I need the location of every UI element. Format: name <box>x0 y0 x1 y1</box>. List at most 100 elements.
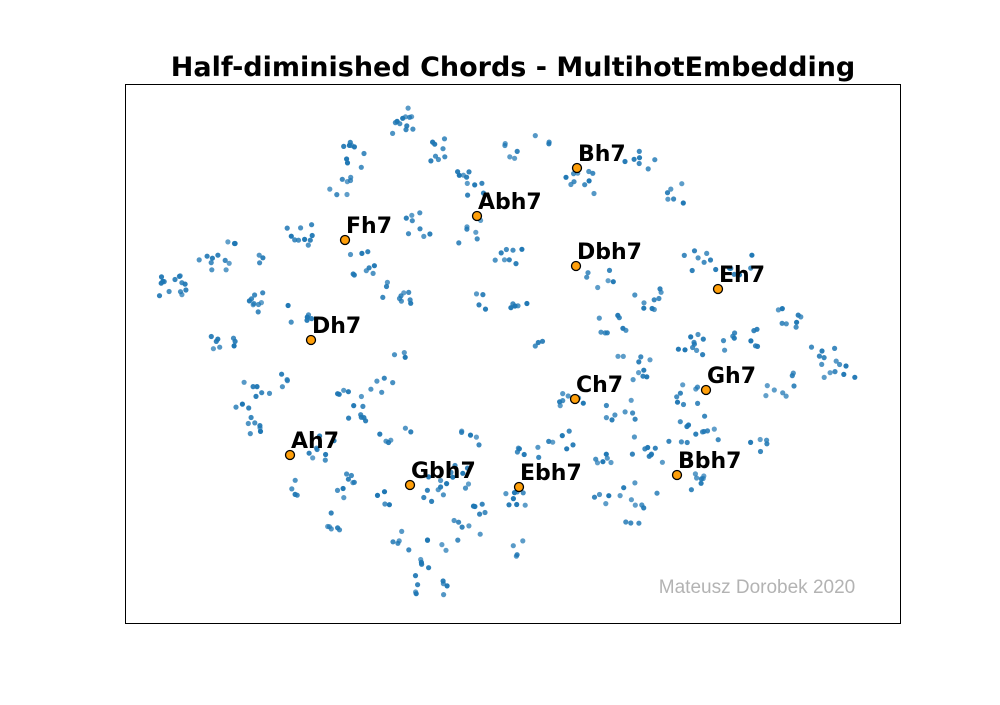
embedding-point <box>439 542 445 548</box>
embedding-point <box>631 434 638 440</box>
embedding-point <box>208 333 214 340</box>
embedding-point <box>608 459 614 466</box>
highlighted-point <box>570 260 582 272</box>
embedding-point <box>247 431 253 437</box>
embedding-point <box>610 279 616 285</box>
embedding-point <box>498 250 504 256</box>
embedding-point <box>570 442 576 448</box>
embedding-point <box>474 236 480 242</box>
embedding-point <box>292 237 298 243</box>
embedding-point <box>348 472 354 479</box>
embedding-point <box>441 136 448 142</box>
embedding-point <box>615 353 621 359</box>
embedding-point <box>612 412 618 418</box>
embedding-point <box>771 387 777 393</box>
embedding-point <box>511 490 518 496</box>
embedding-point <box>791 383 797 389</box>
embedding-point <box>520 490 526 496</box>
embedding-point <box>460 470 466 476</box>
chord-label: Dh7 <box>312 314 361 339</box>
embedding-point <box>472 182 478 188</box>
embedding-point <box>816 353 823 359</box>
embedding-point <box>702 413 708 419</box>
embedding-point <box>406 289 412 295</box>
chord-label: Ch7 <box>576 373 623 398</box>
embedding-point <box>253 393 259 399</box>
embedding-point <box>675 346 682 352</box>
embedding-point <box>582 182 588 188</box>
embedding-point <box>832 345 838 351</box>
embedding-point <box>368 386 374 392</box>
embedding-point <box>654 490 660 496</box>
embedding-point <box>651 297 657 303</box>
embedding-point <box>419 561 425 567</box>
embedding-point <box>380 294 386 300</box>
embedding-point <box>793 324 799 330</box>
embedding-point <box>225 239 231 245</box>
embedding-point <box>391 352 398 358</box>
embedding-point <box>226 260 232 266</box>
embedding-point <box>720 338 727 344</box>
embedding-point <box>464 180 470 186</box>
embedding-point <box>358 164 364 170</box>
embedding-point <box>438 477 444 484</box>
embedding-point <box>405 231 412 237</box>
embedding-point <box>417 226 423 232</box>
embedding-point <box>623 327 629 333</box>
embedding-point <box>503 246 509 253</box>
embedding-point <box>331 438 337 444</box>
embedding-point <box>606 267 613 273</box>
embedding-point <box>426 565 432 571</box>
embedding-point <box>409 114 415 120</box>
embedding-point <box>448 469 454 475</box>
embedding-point <box>621 485 627 491</box>
embedding-point <box>398 293 404 299</box>
embedding-point <box>536 454 542 460</box>
embedding-point <box>656 295 662 302</box>
embedding-point <box>751 328 757 334</box>
embedding-point <box>502 141 508 147</box>
embedding-point <box>418 556 424 563</box>
embedding-point <box>671 196 677 202</box>
embedding-point <box>674 394 680 400</box>
embedding-point <box>700 352 706 358</box>
embedding-point <box>279 371 285 377</box>
embedding-point <box>532 133 538 139</box>
embedding-point <box>827 370 833 376</box>
embedding-point <box>657 286 663 292</box>
highlighted-chord-eh7: Eh7 <box>712 263 765 295</box>
embedding-point <box>292 491 298 497</box>
embedding-point <box>351 479 357 485</box>
embedding-point <box>239 401 245 407</box>
embedding-point <box>432 141 438 147</box>
embedding-point <box>306 450 312 456</box>
embedding-point <box>585 270 591 276</box>
embedding-point <box>460 172 466 178</box>
embedding-point <box>748 338 754 344</box>
embedding-point <box>503 491 509 497</box>
embedding-point <box>535 339 541 346</box>
highlighted-point <box>305 334 317 346</box>
embedding-point <box>409 218 415 224</box>
embedding-point <box>752 343 759 349</box>
embedding-point <box>783 321 789 327</box>
embedding-point <box>365 249 371 255</box>
embedding-point <box>230 335 237 341</box>
embedding-point <box>700 336 706 342</box>
background-points-group <box>156 105 858 598</box>
embedding-point <box>521 451 527 458</box>
embedding-point <box>442 154 448 160</box>
embedding-point <box>182 281 188 287</box>
embedding-point <box>344 179 350 185</box>
embedding-point <box>722 347 728 353</box>
embedding-point <box>680 401 687 408</box>
embedding-point <box>694 347 700 353</box>
embedding-point <box>390 539 396 545</box>
embedding-point <box>156 293 163 299</box>
embedding-point <box>641 300 647 306</box>
embedding-point <box>309 222 315 228</box>
embedding-point <box>539 338 546 344</box>
embedding-point <box>344 471 350 477</box>
embedding-point <box>257 428 264 434</box>
